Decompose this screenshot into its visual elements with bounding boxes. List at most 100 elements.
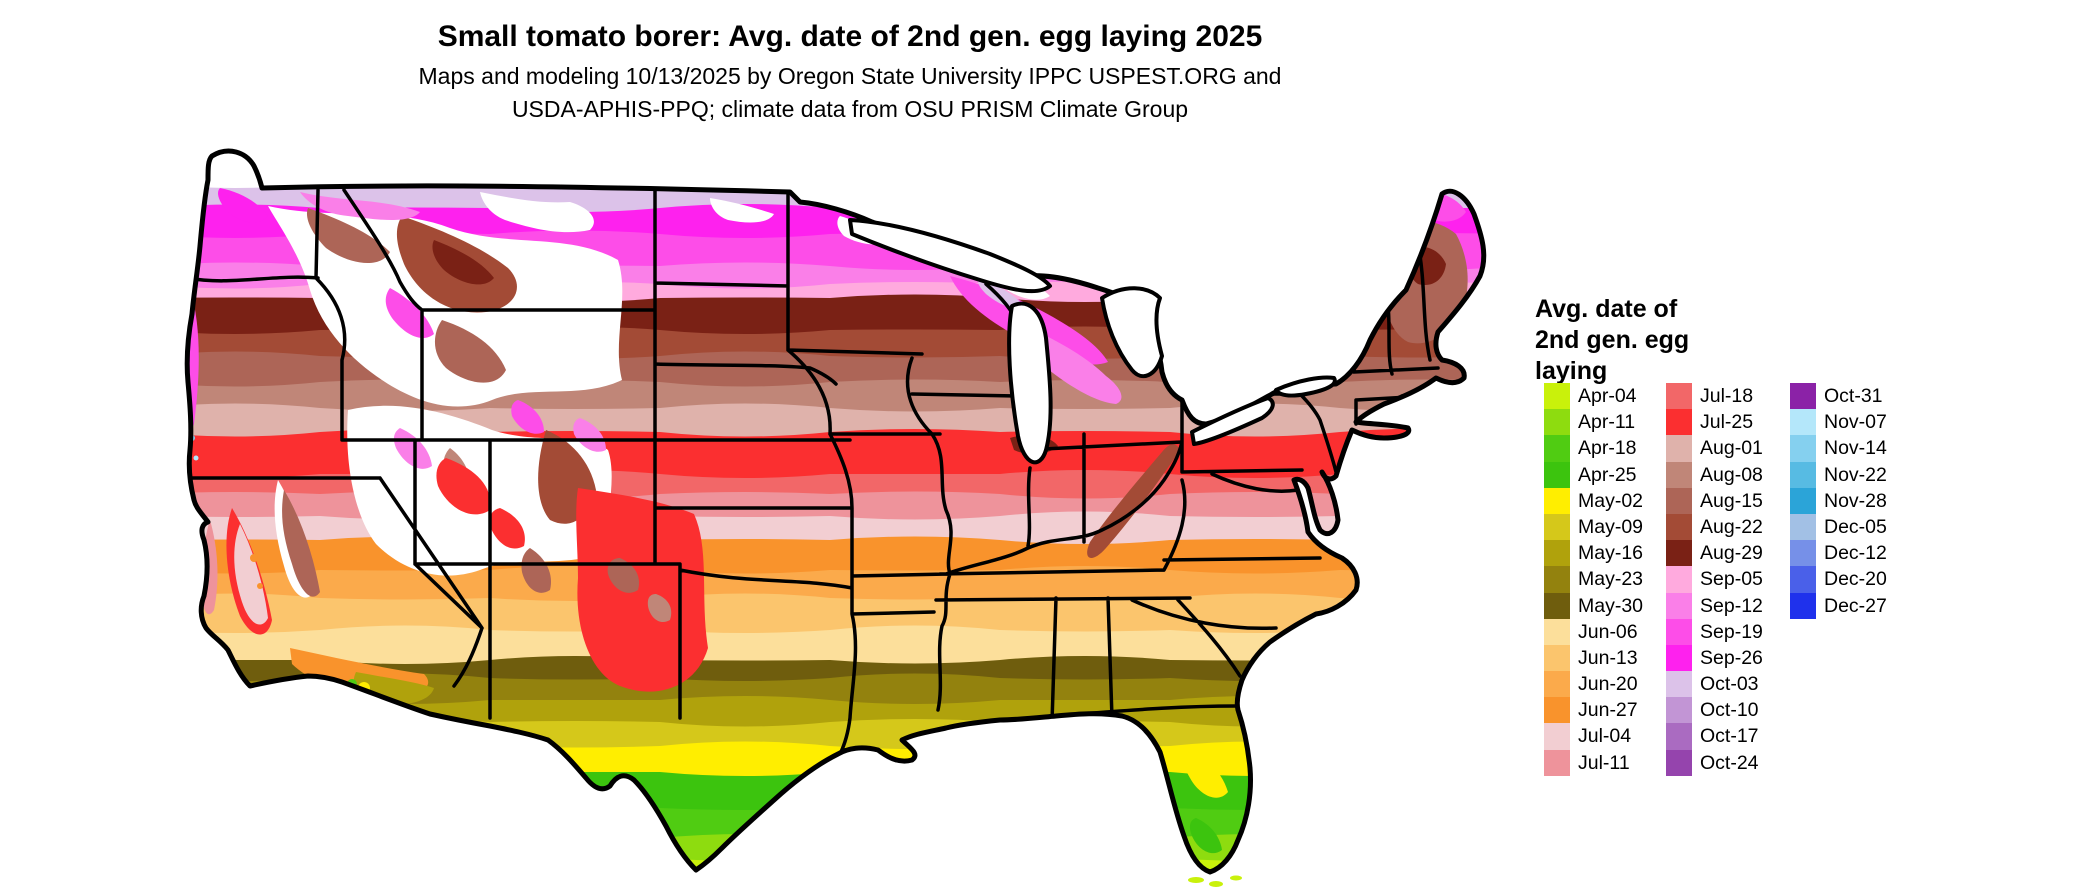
magenta-blob-colorado-fringe [573, 418, 606, 452]
legend-swatch [1790, 592, 1816, 619]
legend-item: Jul-25 [1666, 409, 1763, 436]
legend-item: May-16 [1544, 540, 1644, 567]
legend-swatch [1544, 435, 1570, 462]
great-lakes [848, 218, 1337, 465]
legend-label: Sep-05 [1700, 568, 1763, 591]
legend-swatch [1666, 723, 1692, 750]
legend-swatch [1544, 618, 1570, 645]
legend-item: Apr-18 [1544, 435, 1643, 462]
legend-swatch [1790, 409, 1816, 436]
brown-spot-davis-mountains [607, 558, 640, 593]
green-blob-south-florida [1189, 818, 1222, 854]
legend-swatch [1544, 409, 1570, 436]
brown-blob-yellowstone [434, 320, 506, 383]
legend-item: Dec-12 [1790, 540, 1887, 567]
legend-swatch [1544, 723, 1570, 750]
legend-swatch [1544, 644, 1570, 672]
legend-swatch [1790, 461, 1816, 488]
legend-item: May-02 [1544, 487, 1643, 514]
legend-title-line-3: laying [1535, 357, 1608, 385]
nodata-blob-montana-top [480, 192, 594, 233]
map-subtitle: Maps and modeling 10/13/2025 by Oregon S… [150, 60, 1550, 126]
lake-michigan [1007, 301, 1053, 465]
legend-column-3: Oct-31 Nov-07 Nov-14 Nov-22 Nov-28 Dec-05 Dec-… [1790, 383, 1887, 619]
magenta-blob-north-michigan [1027, 328, 1122, 404]
magenta-blob-utah [511, 400, 544, 434]
legend-swatch [1544, 671, 1570, 698]
legend-item: Dec-05 [1790, 513, 1887, 541]
subtitle-line-2: USDA-APHIS-PPQ; climate data from OSU PR… [511, 96, 1189, 122]
legend-swatch [1544, 566, 1570, 593]
legend-swatch [1544, 697, 1570, 724]
legend-label: Oct-24 [1700, 751, 1759, 774]
legend-item: Sep-19 [1666, 618, 1763, 645]
yellow-blob-central-florida [1182, 748, 1228, 798]
legend-label: Apr-18 [1578, 437, 1637, 460]
legend-swatch [1666, 592, 1692, 619]
red-blob-nevada [436, 458, 491, 515]
band-Apr-04 [187, 853, 1484, 873]
legend-swatch [1790, 540, 1816, 567]
legend-label: Jul-04 [1578, 725, 1632, 748]
legend-label: Apr-25 [1578, 463, 1637, 486]
legend-item: May-23 [1544, 566, 1644, 593]
brown-blob-montana-core [432, 240, 494, 285]
legend-swatch [1666, 435, 1692, 462]
legend-column-2: Jul-18 Jul-25 Aug-01 Aug-08 Aug-15 Aug-22 Aug-… [1666, 383, 1763, 776]
magenta-blob-puget [218, 188, 268, 223]
state-borders [187, 188, 1440, 756]
legend-swatch [1544, 461, 1570, 488]
legend-item: Dec-27 [1790, 592, 1887, 619]
legend-label: Jun-20 [1578, 673, 1638, 696]
legend-item: Jul-04 [1544, 723, 1643, 750]
lake-ontario [1274, 375, 1337, 398]
legend-item: Jun-20 [1544, 671, 1643, 698]
legend-title-line-1: Avg. date of [1535, 295, 1678, 323]
legend-swatch [1666, 409, 1692, 436]
legend-swatch [1790, 435, 1816, 462]
legend-label: May-23 [1578, 568, 1644, 591]
pink-central-valley [234, 524, 268, 625]
legend-label: Jun-27 [1578, 699, 1638, 722]
orange-dot-valley-2 [257, 583, 263, 589]
legend-item: Sep-05 [1666, 566, 1763, 593]
florida-keys [1188, 875, 1242, 887]
legend-label: May-30 [1578, 594, 1644, 617]
magenta-blob-adirondacks [1322, 328, 1356, 358]
legend-label: May-16 [1578, 542, 1644, 565]
legend-label: Apr-04 [1578, 385, 1637, 407]
legend-item: Jun-13 [1544, 644, 1643, 672]
legend-swatch [1666, 566, 1692, 593]
legend-item: Aug-15 [1666, 487, 1763, 514]
lake-superior [848, 218, 1052, 294]
map-fill-layers [187, 180, 1484, 873]
magenta-blob-cascade-fringe [300, 192, 420, 220]
nodata-blob-dakota-top [710, 198, 774, 223]
brown-spot-sacramentos [647, 594, 672, 623]
brown-blob-new-mexico [521, 548, 552, 593]
legend-item: Nov-07 [1790, 409, 1887, 436]
legend-title: Avg. date of 2nd gen. egg laying [1535, 294, 1955, 387]
keys-dot-3 [1230, 875, 1242, 881]
legend-item: Nov-22 [1790, 461, 1887, 488]
legend-swatch [1544, 592, 1570, 619]
legend-label: Dec-20 [1824, 568, 1887, 591]
legend-item: Apr-25 [1544, 461, 1643, 488]
band-Apr-25 [187, 768, 1484, 822]
subtitle-line-1: Maps and modeling 10/13/2025 by Oregon S… [418, 63, 1282, 89]
legend-item: Apr-11 [1544, 409, 1643, 436]
brown-blob-sierra-streak [282, 490, 320, 597]
legend-item: Jun-06 [1544, 618, 1643, 645]
legend-item: Oct-24 [1666, 749, 1763, 776]
legend-label: Aug-15 [1700, 489, 1763, 512]
legend-swatch [1666, 513, 1692, 541]
legend-swatch [1790, 566, 1816, 593]
map-title: Small tomato borer: Avg. date of 2nd gen… [437, 20, 1263, 53]
band-Apr-11 [187, 834, 1484, 872]
us-map [150, 128, 1510, 888]
legend-label: Apr-11 [1578, 411, 1636, 434]
legend-item: Aug-01 [1666, 435, 1763, 462]
lake-huron [1100, 286, 1164, 379]
legend-swatch [1544, 487, 1570, 514]
